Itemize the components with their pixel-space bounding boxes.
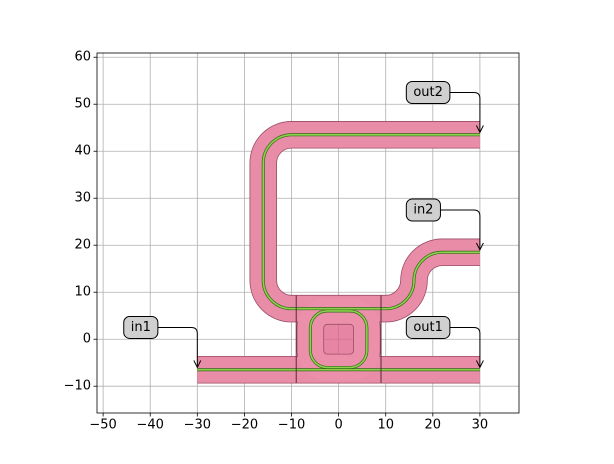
annotation: in2 — [405, 198, 484, 252]
annotation-label: out2 — [413, 85, 443, 100]
annotation-label: out1 — [413, 320, 443, 335]
annotation-label: in2 — [413, 202, 433, 217]
arrow-head — [475, 125, 484, 134]
x-tick-label: −10 — [278, 418, 305, 433]
y-tick-label: 30 — [74, 191, 91, 206]
waveguide-core — [262, 133, 480, 310]
annotation-label: in1 — [131, 320, 151, 335]
annotation-arrow — [449, 326, 481, 368]
y-tick-label: −10 — [64, 379, 91, 394]
waveguide-cladding — [250, 121, 480, 322]
x-tick-label: 30 — [472, 418, 489, 433]
y-tick-label: 60 — [74, 50, 91, 65]
annotation-arrow — [157, 326, 198, 368]
annotation-arrow — [440, 209, 481, 250]
annotation: out1 — [405, 315, 484, 369]
y-tick-label: 50 — [74, 97, 91, 112]
x-tick-label: 0 — [334, 418, 342, 433]
arrow-head — [475, 360, 484, 369]
x-tick-label: −40 — [137, 418, 164, 433]
waveguide-cladding-outline — [249, 121, 480, 323]
y-tick-label: 0 — [83, 332, 91, 347]
x-tick-label: −20 — [231, 418, 258, 433]
x-tick-label: 20 — [425, 418, 442, 433]
arrow-head — [475, 242, 484, 252]
y-tick-label: 10 — [74, 285, 91, 300]
annotation-box — [123, 315, 159, 339]
arrow-head — [193, 360, 202, 369]
x-tick-label: 10 — [377, 418, 394, 433]
x-tick-label: −30 — [184, 418, 211, 433]
y-tick-label: 40 — [74, 144, 91, 159]
annotation-arrow — [449, 91, 481, 133]
annotation: out2 — [405, 80, 484, 134]
ring-core — [309, 310, 368, 369]
waveguide-core-outline — [261, 133, 480, 311]
y-tick-label: 20 — [74, 238, 91, 253]
x-tick-label: −50 — [89, 418, 116, 433]
annotation: in1 — [123, 315, 202, 369]
axes-frame — [96, 52, 520, 414]
